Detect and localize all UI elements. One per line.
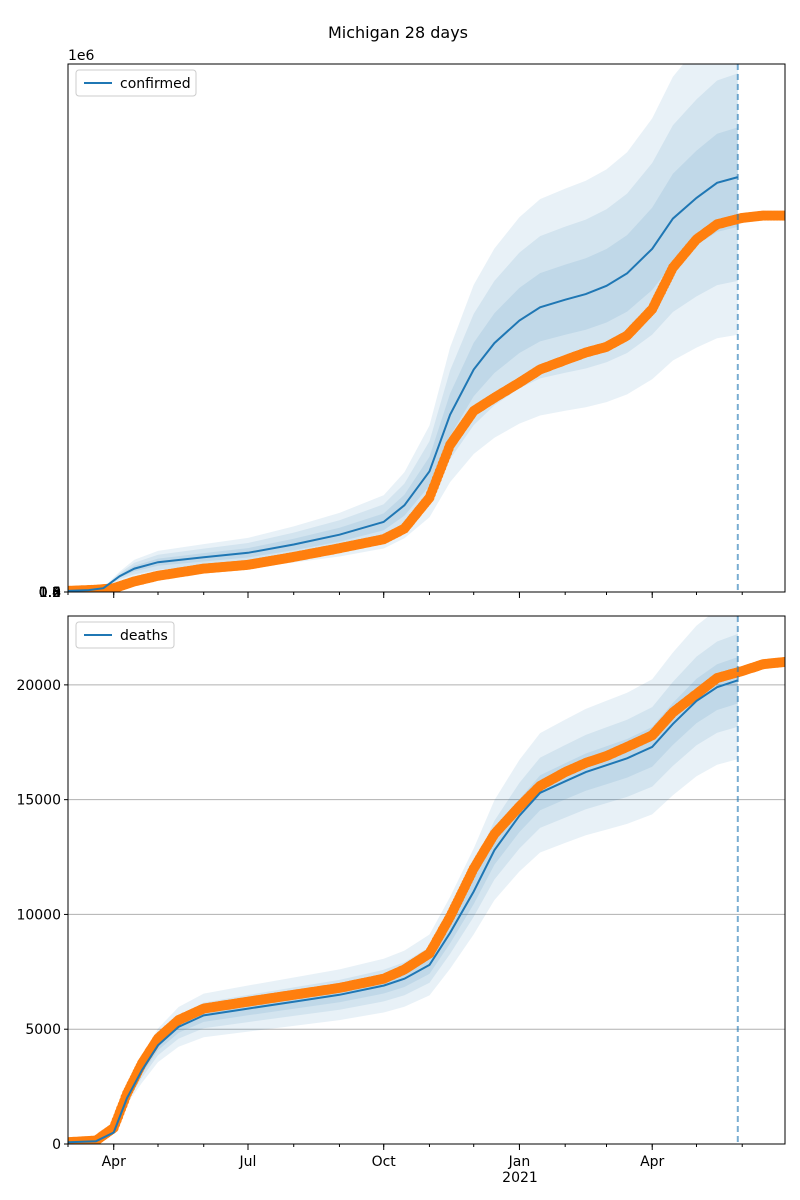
x-axis-year-label: 2021 [502,1170,538,1186]
deaths-panel: 0 5000 10000 15000 20000 Apr Jul Oct Jan Apr [16,615,786,1170]
y-axis-exponent: 1e6 [68,48,95,64]
y-tick-label: 20000 [16,678,61,694]
y-tick-label: 1.4 [39,585,61,601]
x-tick-label: Jul [239,1154,257,1170]
legend-confirmed: confirmed [75,69,197,97]
y-tick-label: 0.8 [39,585,61,601]
y-tick-label: 10000 [16,907,61,923]
confirmed-panel: 0.00.20.40.60.81.01.21.4 [39,63,786,601]
chart-title: Michigan 28 days [328,23,468,42]
y-tick-label: 0.6 [39,585,61,601]
legend-deaths: deaths [75,621,175,649]
y-tick-label: 0.2 [39,585,61,601]
model-line [68,679,739,1144]
x-tick-label: Apr [102,1154,126,1170]
model-line [68,176,739,592]
plot-frame [67,63,786,593]
y-tick-label: 0.4 [39,585,61,601]
x-tick-label: Jan [508,1154,531,1170]
uncertainty-band [68,73,738,591]
legend-confirmed-label: confirmed [120,76,191,92]
observed-point [780,210,785,221]
y-tick-label: 0 [52,1137,61,1153]
uncertainty-band [68,616,738,1143]
uncertainty-band [68,633,738,1143]
observed-point [780,656,785,667]
y-tick-label: 0.0 [39,585,61,601]
legend-deaths-label: deaths [120,628,168,644]
y-tick-label: 5000 [25,1022,61,1038]
y-tick-label: 15000 [16,793,61,809]
y-tick-label: 1.2 [39,585,61,601]
x-tick-label: Apr [640,1154,664,1170]
uncertainty-band [68,64,738,591]
uncertainty-band [68,127,738,591]
plot-frame [67,615,786,1145]
x-tick-label: Oct [372,1154,397,1170]
y-tick-label: 1.0 [39,585,61,601]
